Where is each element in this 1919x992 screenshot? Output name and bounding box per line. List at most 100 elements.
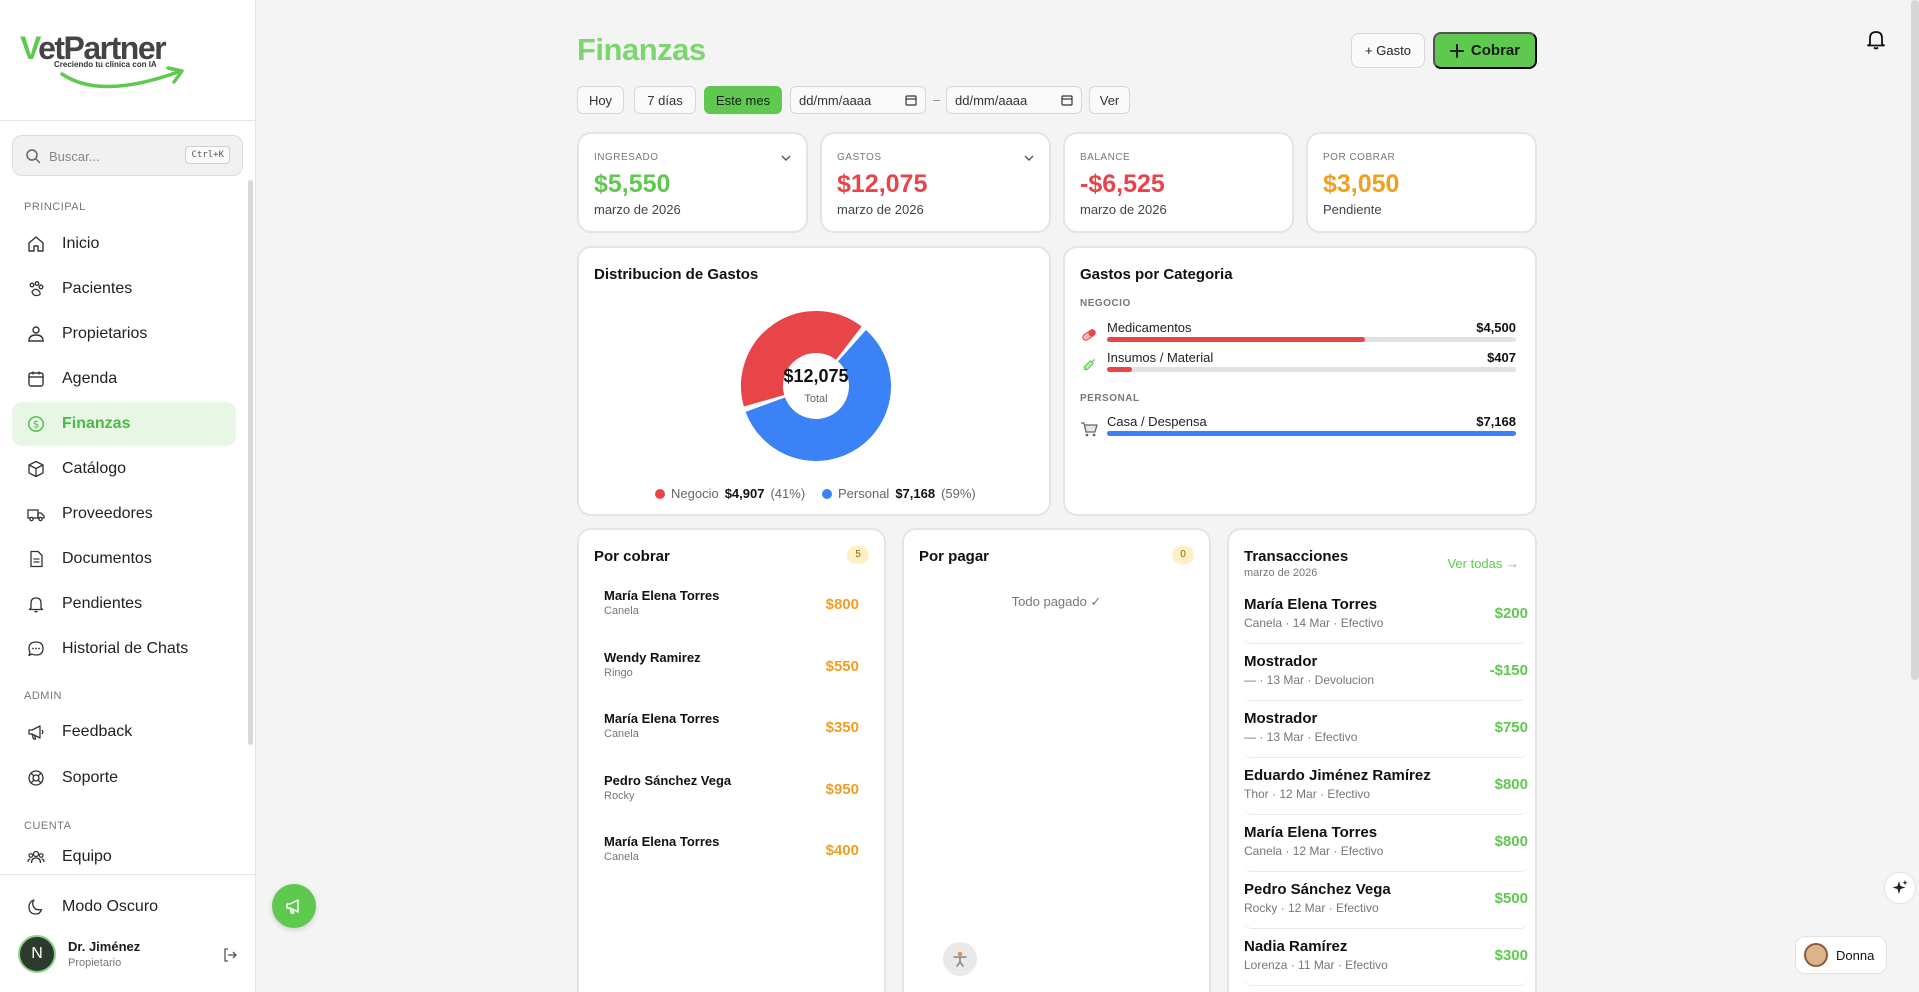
tx-details: Canela · 14 Mar · Efectivo xyxy=(1244,616,1384,630)
sidebar-item-label: Agenda xyxy=(62,370,118,387)
date-from-placeholder: dd/mm/aaaa xyxy=(799,92,872,108)
box-icon xyxy=(26,459,46,479)
sidebar-item-feedback[interactable]: Feedback xyxy=(12,710,236,754)
user-profile[interactable]: N Dr. Jiménez Propietario xyxy=(18,935,238,975)
table-row[interactable]: Mostrador — · 13 Mar · Devolucion -$150 xyxy=(1244,644,1528,701)
sidebar-item-label: Pacientes xyxy=(62,280,133,297)
stat-value: $3,050 xyxy=(1323,170,1400,198)
notifications-bell-icon[interactable] xyxy=(1865,28,1887,55)
client-name: María Elena Torres xyxy=(604,834,720,849)
table-row[interactable]: Pedro Sánchez Vega Rocky · 12 Mar · Efec… xyxy=(1244,872,1528,929)
vetpartner-logo[interactable]: VetPartner Creciendo tu clínica con IA xyxy=(20,30,190,89)
sidebar-scrollbar[interactable] xyxy=(248,180,253,745)
announcement-button[interactable] xyxy=(272,884,316,928)
category-row-insumos[interactable]: Insumos / Material $407 xyxy=(1080,350,1516,380)
tx-amount: $200 xyxy=(1494,605,1528,622)
date-from-input[interactable]: dd/mm/aaaa xyxy=(790,86,926,114)
filter-hoy[interactable]: Hoy xyxy=(577,86,624,114)
category-row-medicamentos[interactable]: Medicamentos $4,500 xyxy=(1080,320,1516,350)
list-item[interactable]: María Elena Torres Canela $350 xyxy=(604,711,859,751)
filter-7-dias[interactable]: 7 días xyxy=(634,86,696,114)
stat-card-ingresado[interactable]: INGRESADO $5,550 marzo de 2026 xyxy=(577,132,808,233)
donut-slice-personal[interactable] xyxy=(745,330,891,461)
view-all-link[interactable]: Ver todas → xyxy=(1447,556,1519,571)
user-icon xyxy=(26,324,46,344)
logout-icon[interactable] xyxy=(222,947,238,968)
list-item[interactable]: Wendy Ramirez Ringo $550 xyxy=(604,650,859,690)
sidebar-item-catalogo[interactable]: Catálogo xyxy=(12,447,236,491)
sidebar-item-proveedores[interactable]: Proveedores xyxy=(12,492,236,536)
card-title: Gastos por Categoria xyxy=(1080,266,1233,283)
search-input[interactable] xyxy=(49,146,179,166)
assistant-donna-button[interactable]: Donna xyxy=(1795,936,1887,974)
stat-label: GASTOS xyxy=(837,152,882,163)
page-scrollbar[interactable] xyxy=(1911,0,1919,680)
table-row[interactable]: Nadia Ramírez Lorenza · 11 Mar · Efectiv… xyxy=(1244,929,1528,986)
tx-details: Rocky · 12 Mar · Efectivo xyxy=(1244,901,1379,915)
sidebar-item-finanzas[interactable]: $ Finanzas xyxy=(12,402,236,446)
ai-sparkle-button[interactable] xyxy=(1884,872,1916,904)
client-name: Pedro Sánchez Vega xyxy=(604,773,732,788)
tx-amount: $800 xyxy=(1494,833,1528,850)
table-row[interactable]: María Elena Torres Canela · 12 Mar · Efe… xyxy=(1244,815,1528,872)
date-range-separator: – xyxy=(933,92,941,107)
date-to-input[interactable]: dd/mm/aaaa xyxy=(946,86,1082,114)
receivables-card: Por cobrar 5 María Elena Torres Canela $… xyxy=(577,528,886,992)
filter-ver-button[interactable]: Ver xyxy=(1089,86,1130,114)
svg-text:$: $ xyxy=(33,420,39,431)
tx-name: Pedro Sánchez Vega xyxy=(1244,881,1391,898)
stat-card-gastos[interactable]: GASTOS $12,075 marzo de 2026 xyxy=(820,132,1051,233)
category-name: Medicamentos xyxy=(1107,320,1192,335)
accessibility-icon[interactable] xyxy=(943,942,977,976)
dark-mode-toggle[interactable]: Modo Oscuro xyxy=(12,885,236,929)
sidebar-item-documentos[interactable]: Documentos xyxy=(12,537,236,581)
table-row[interactable]: Eduardo Jiménez Ramírez Thor · 12 Mar · … xyxy=(1244,758,1528,815)
client-name: Wendy Ramirez xyxy=(604,650,701,665)
avatar: N xyxy=(18,935,56,973)
category-progress-fill xyxy=(1107,337,1365,342)
calendar-icon xyxy=(1061,95,1073,106)
list-item[interactable]: María Elena Torres Canela $400 xyxy=(604,834,859,874)
sidebar-item-pendientes[interactable]: Pendientes xyxy=(12,582,236,626)
chevron-down-icon[interactable] xyxy=(780,152,792,164)
sidebar-item-soporte[interactable]: Soporte xyxy=(12,756,236,800)
legend-dot-red xyxy=(655,488,665,499)
sidebar-item-pacientes[interactable]: Pacientes xyxy=(12,267,236,311)
sidebar-item-propietarios[interactable]: Propietarios xyxy=(12,312,236,356)
expense-distribution-card: Distribucion de Gastos $12,075 Total Neg… xyxy=(577,246,1051,516)
sidebar-item-inicio[interactable]: Inicio xyxy=(12,222,236,266)
category-progress-track xyxy=(1107,367,1516,372)
logo-wordmark: etPartner xyxy=(38,30,167,66)
sidebar-bottom-divider xyxy=(0,874,256,875)
table-row[interactable]: María Elena Torres Canela · 14 Mar · Efe… xyxy=(1244,587,1528,644)
donut-center-label: Total xyxy=(804,393,828,405)
client-name: María Elena Torres xyxy=(604,588,720,603)
sidebar-item-label: Feedback xyxy=(62,723,133,740)
table-row[interactable]: Mostrador — · 13 Mar · Efectivo $750 xyxy=(1244,701,1528,758)
list-item[interactable]: Pedro Sánchez Vega Rocky $950 xyxy=(604,773,859,813)
legend-name: Negocio xyxy=(671,486,719,501)
stat-subtitle: marzo de 2026 xyxy=(594,202,681,217)
filter-este-mes[interactable]: Este mes xyxy=(704,86,782,114)
chevron-down-icon[interactable] xyxy=(1023,152,1035,164)
card-title: Por cobrar xyxy=(594,548,670,565)
megaphone-icon xyxy=(26,722,46,742)
tx-amount: $800 xyxy=(1494,776,1528,793)
section-label-admin: ADMIN xyxy=(24,690,62,702)
donut-slice-negocio[interactable] xyxy=(741,311,862,407)
count-badge: 5 xyxy=(847,546,869,564)
sidebar-item-equipo[interactable]: Equipo xyxy=(12,839,236,875)
search-box[interactable]: Ctrl+K xyxy=(12,135,243,176)
sidebar-item-label: Pendientes xyxy=(62,595,143,612)
tx-details: Lorenza · 11 Mar · Efectivo xyxy=(1244,958,1388,972)
category-progress-track xyxy=(1107,431,1516,436)
sidebar-item-historial-de-chats[interactable]: Historial de Chats xyxy=(12,627,236,671)
charge-button[interactable]: Cobrar xyxy=(1433,32,1537,69)
sidebar-item-agenda[interactable]: Agenda xyxy=(12,357,236,401)
transactions-period: marzo de 2026 xyxy=(1244,567,1318,579)
list-item[interactable]: María Elena Torres Canela $800 xyxy=(604,588,859,628)
category-row-casa-despensa[interactable]: Casa / Despensa $7,168 xyxy=(1080,414,1516,444)
add-expense-button[interactable]: + Gasto xyxy=(1351,33,1425,68)
tx-name: María Elena Torres xyxy=(1244,596,1378,613)
tx-details: — · 13 Mar · Devolucion xyxy=(1244,673,1375,687)
